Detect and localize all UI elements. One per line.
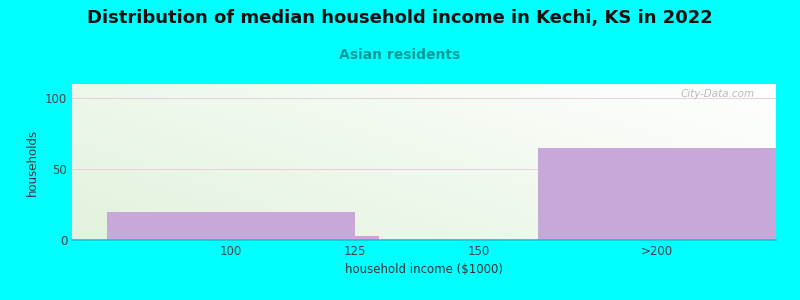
Bar xyxy=(340,236,379,240)
X-axis label: household income ($1000): household income ($1000) xyxy=(345,263,503,276)
Text: Distribution of median household income in Kechi, KS in 2022: Distribution of median household income … xyxy=(87,9,713,27)
Text: City-Data.com: City-Data.com xyxy=(681,89,755,99)
Bar xyxy=(106,212,354,240)
Bar xyxy=(538,148,776,240)
Text: Asian residents: Asian residents xyxy=(339,48,461,62)
Y-axis label: households: households xyxy=(26,128,39,196)
